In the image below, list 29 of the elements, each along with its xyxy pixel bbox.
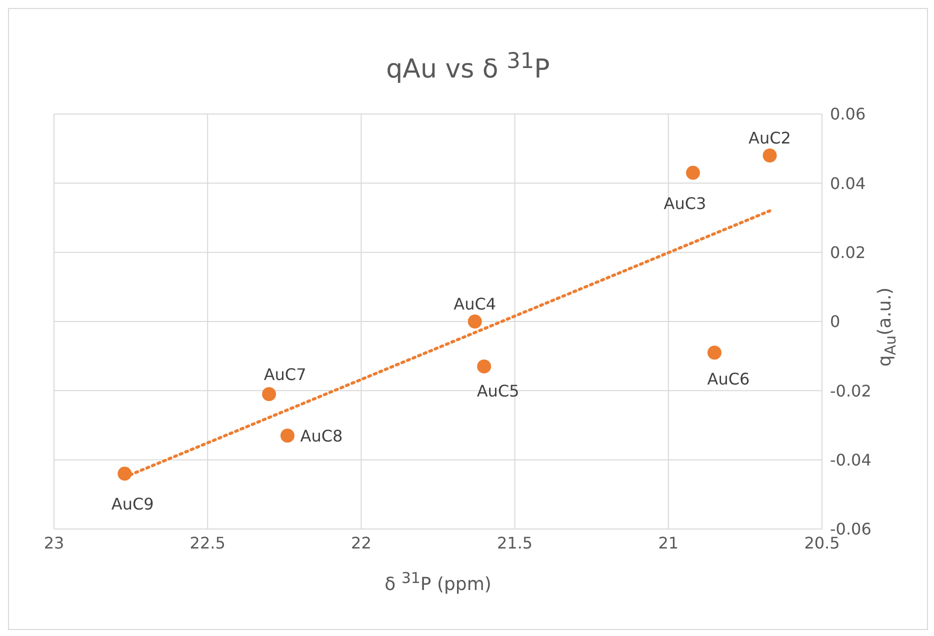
x-tick-label: 21 xyxy=(658,533,679,552)
y-tick-label: -0.04 xyxy=(830,450,872,470)
point xyxy=(262,387,276,402)
point xyxy=(280,428,294,443)
point xyxy=(686,166,700,180)
data-label: AuC4 xyxy=(454,294,496,314)
y-tick-label: 0.02 xyxy=(830,243,866,262)
x-axis-title: δ $^{31}$P (ppm) xyxy=(384,569,492,595)
data-label: AuC8 xyxy=(300,426,343,446)
y-tick-label: 0 xyxy=(830,312,840,332)
x-tick-label: 23 xyxy=(44,533,64,552)
point xyxy=(477,359,492,374)
point xyxy=(468,314,482,328)
data-label: AuC7 xyxy=(264,365,306,384)
point xyxy=(707,346,722,360)
chart-title: qAu vs δ $^{31}$P xyxy=(385,49,551,85)
x-tick-label: 22 xyxy=(351,533,372,552)
point xyxy=(762,148,777,162)
y-tick-label: -0.02 xyxy=(830,381,872,400)
data-label: AuC9 xyxy=(111,494,154,514)
y-tick-label: 0.06 xyxy=(830,104,866,124)
x-tick-label: 21.5 xyxy=(496,533,533,552)
data-label: AuC5 xyxy=(476,381,520,400)
x-tick-label: 22.5 xyxy=(190,533,226,552)
data-label: AuC2 xyxy=(748,128,791,148)
x-tick-label: 20.5 xyxy=(804,533,840,552)
data-label: AuC6 xyxy=(707,370,750,389)
data-label: AuC3 xyxy=(664,194,706,213)
y-tick-label: 0.04 xyxy=(830,174,866,193)
